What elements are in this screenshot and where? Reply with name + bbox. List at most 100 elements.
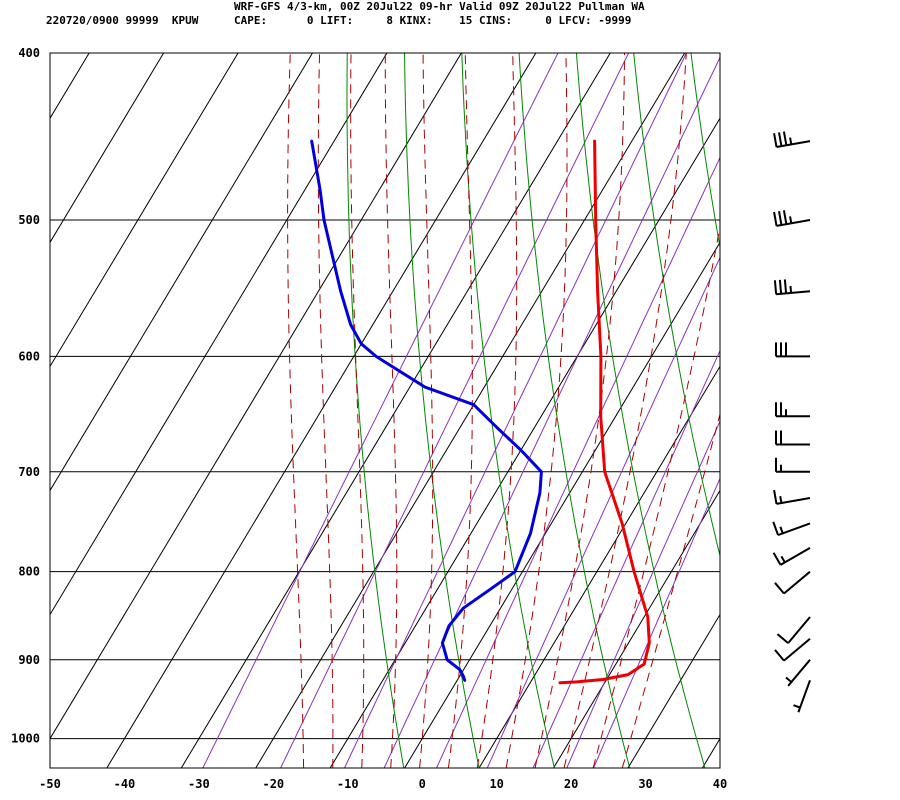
x-tick-label: 30 [638, 777, 652, 791]
chart-header: WRF-GFS 4/3-km, 00Z 20Jul22 09-hr Valid … [0, 0, 900, 32]
x-tick-label: -20 [262, 777, 284, 791]
isotherm-line [701, 737, 720, 768]
moist-adiabat-line [505, 53, 568, 768]
isotherm-line [0, 53, 15, 768]
wind-barb [793, 679, 811, 713]
moist-adiabat-line [447, 53, 473, 768]
y-tick-label: 600 [18, 349, 40, 363]
wind-barb-feather [785, 676, 793, 683]
x-tick-label: -50 [39, 777, 61, 791]
wind-barb [775, 402, 810, 418]
wind-barb-feather [780, 555, 786, 563]
moist-adiabat-line [592, 223, 720, 768]
mixing-ratio-line [566, 419, 720, 768]
chart-title: WRF-GFS 4/3-km, 00Z 20Jul22 09-hr Valid … [234, 0, 645, 13]
wind-barb-feather [774, 649, 785, 662]
mixing-ratio-line [202, 53, 559, 768]
isotherm-line [180, 53, 611, 768]
wind-barbs [772, 131, 811, 713]
wind-barb [775, 342, 810, 358]
moist-adiabat-line [534, 53, 625, 768]
x-tick-label: 0 [419, 777, 426, 791]
dry-adiabat-line [748, 53, 900, 768]
mixing-ratio-line [532, 349, 720, 768]
wind-barb-feather [779, 526, 784, 534]
dry-adiabat-line [518, 53, 631, 768]
moist-adiabat-line [384, 53, 398, 768]
wind-barb-feather [778, 211, 783, 226]
mixing-ratio-line [383, 56, 720, 768]
y-tick-label: 900 [18, 653, 40, 667]
isotherm-line [50, 53, 165, 244]
temperature-line [558, 139, 651, 685]
wind-barb-feather [776, 633, 789, 644]
wind-barb-staff [787, 616, 811, 644]
wind-barb-feather [789, 285, 793, 294]
wind-barb [773, 210, 811, 227]
dry-adiabats [346, 53, 900, 768]
wind-barb-feather [789, 216, 793, 224]
y-tick-label: 1000 [11, 732, 40, 746]
wind-barb-feather [782, 131, 788, 146]
moist-adiabat-line [476, 53, 518, 768]
moist-adiabat-line [419, 53, 434, 768]
wind-barb [775, 457, 810, 473]
mixing-ratio-line [593, 477, 720, 768]
wind-barb-feather [773, 133, 778, 148]
wind-barb-staff [777, 522, 811, 536]
wind-barb-staff [783, 637, 811, 662]
isotherm-line [255, 53, 686, 768]
y-axis-ticks: 400 500 600 700 800 900 1000 [11, 46, 40, 746]
wind-barb-feather [772, 552, 782, 566]
isotherm-line [106, 53, 537, 768]
wind-barb-feather [793, 704, 801, 709]
dry-adiabat-line [346, 53, 405, 768]
wind-barb-feather [774, 582, 785, 595]
isotherm-grid [0, 53, 720, 768]
x-tick-label: 10 [489, 777, 503, 791]
isotherm-line [50, 53, 313, 492]
isotherm-line [329, 117, 720, 768]
isotherm-line [50, 53, 239, 368]
x-tick-label: 20 [564, 777, 578, 791]
x-tick-label: -30 [188, 777, 210, 791]
moist-adiabat-line [621, 412, 720, 768]
dry-adiabat-line [863, 53, 900, 768]
mixing-ratio-line [436, 156, 720, 768]
x-tick-label: -40 [114, 777, 136, 791]
wind-barb [772, 547, 811, 566]
y-tick-label: 500 [18, 213, 40, 227]
mixing-ratio-line [344, 53, 687, 768]
isotherm-line [50, 53, 90, 120]
dry-adiabat-line [633, 53, 720, 558]
mixing-ratio-line [280, 53, 630, 768]
dry-adiabat-line [806, 53, 900, 768]
wind-barb-feather [779, 495, 783, 504]
wind-barb [774, 637, 811, 662]
moist-adiabats [287, 53, 720, 768]
dry-adiabat-line [404, 53, 480, 768]
dry-adiabat-line [461, 53, 555, 768]
wind-barb [772, 521, 811, 536]
isobar-grid [50, 52, 720, 740]
wind-barb [785, 659, 811, 687]
wind-barb-feather [789, 137, 793, 145]
wind-barb-feather [778, 279, 783, 294]
moist-adiabat-line [287, 53, 305, 768]
moist-adiabat-line [563, 53, 687, 768]
isotherm-line [50, 53, 462, 740]
wind-barb-staff [776, 497, 811, 505]
wind-barb-feather [773, 489, 778, 505]
wind-barb-feather [782, 210, 788, 225]
isotherm-line [553, 489, 720, 768]
x-axis-ticks: -50 -40 -30 -20 -10 0 10 20 30 40 [39, 777, 727, 791]
x-tick-label: -10 [337, 777, 359, 791]
wind-barb [775, 430, 810, 446]
wind-barb-staff [783, 570, 811, 595]
isotherm-line [478, 365, 720, 768]
station-line: 220720/0900 99999 KPUW [46, 14, 199, 27]
isotherm-line [627, 613, 720, 768]
sounding-series [310, 139, 651, 685]
wind-barb [774, 570, 811, 595]
wind-barb-staff [787, 659, 811, 687]
